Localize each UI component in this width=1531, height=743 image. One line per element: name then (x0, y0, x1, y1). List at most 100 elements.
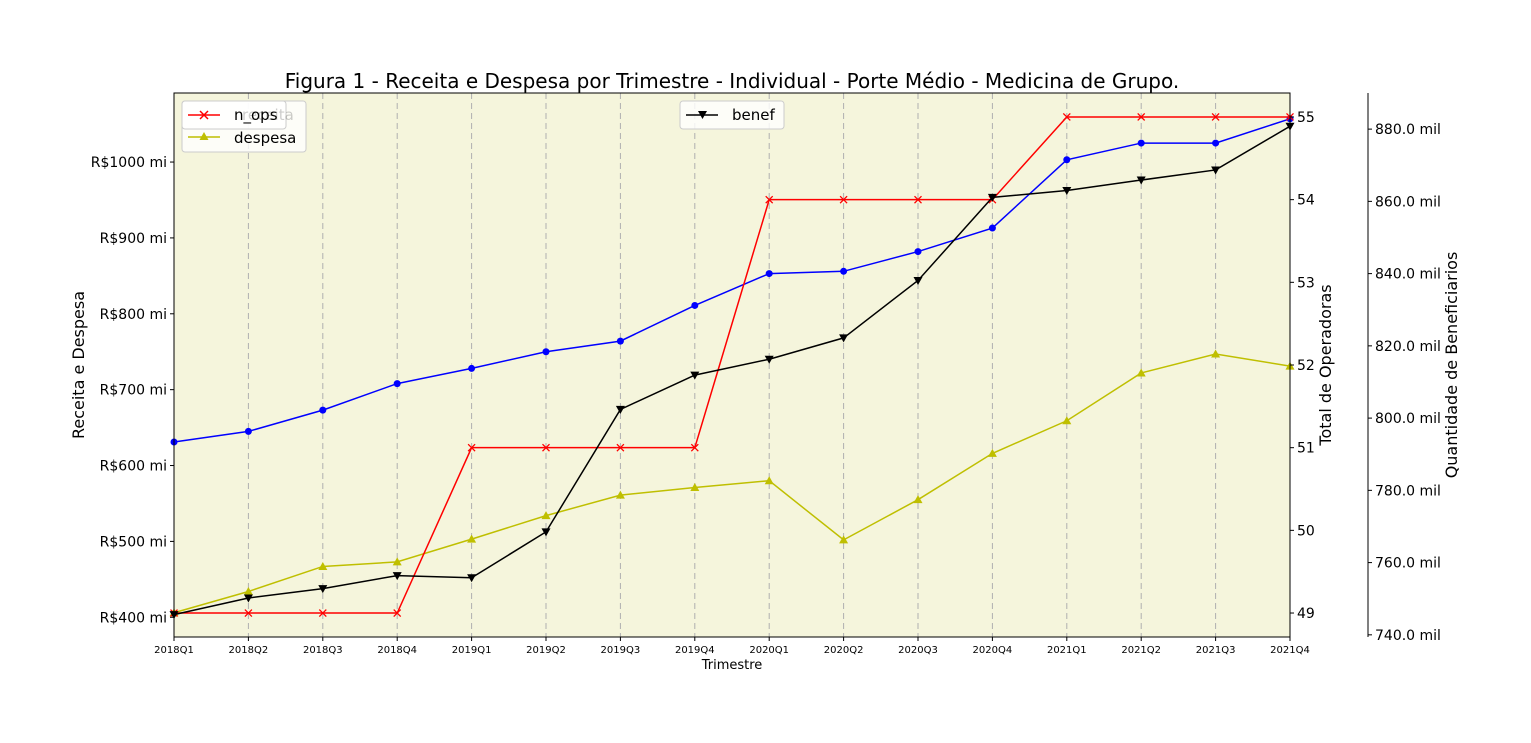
y-tick-label-right1: 52 (1297, 358, 1315, 374)
legend-left-box (181, 100, 287, 130)
y-tick-label-right1: 51 (1297, 441, 1315, 457)
data-point-benef (615, 405, 625, 414)
y-tick-label-right2: 760.0 mil (1375, 556, 1441, 572)
x-tick-label: 2019Q2 (526, 645, 566, 656)
y-tick-label-right2: 880.0 mil (1375, 122, 1441, 138)
data-point-benef (318, 585, 328, 594)
y-tick-label-right1: 50 (1297, 523, 1315, 539)
x-tick-label: 2020Q2 (824, 645, 864, 656)
x-axis-label: Trimestre (701, 658, 763, 673)
x-tick-label: 2021Q3 (1196, 645, 1236, 656)
data-point-n_ops (690, 443, 699, 452)
data-point-n_ops (318, 609, 327, 617)
data-point-despesa (690, 483, 700, 492)
x-tick-label: 2020Q4 (973, 645, 1013, 656)
x-tick-label: 2018Q1 (154, 645, 194, 656)
data-point-receita (393, 380, 401, 388)
legend-right: benef (679, 100, 785, 130)
data-point-n_ops (1137, 113, 1146, 121)
data-point-benef (987, 193, 997, 202)
data-point-receita (691, 301, 699, 309)
data-point-despesa (987, 448, 997, 457)
y-tick-label-left: R$1000 mi (91, 155, 167, 171)
data-point-receita (914, 248, 922, 256)
legend-label-n_ops: n_ops (234, 106, 278, 125)
y-tick-label-right1: 53 (1297, 275, 1315, 291)
data-point-receita (244, 427, 252, 435)
x-tick-label: 2021Q1 (1047, 645, 1087, 656)
data-point-benef (1062, 187, 1072, 196)
data-point-benef (467, 574, 477, 583)
legend-marker-despesa (188, 132, 220, 140)
data-point-receita (988, 224, 996, 232)
data-point-n_ops (1211, 113, 1220, 121)
data-point-n_ops (616, 443, 625, 452)
series-line-benef (173, 125, 1291, 616)
y-tick-label-right2: 780.0 mil (1375, 483, 1441, 499)
data-point-benef (541, 528, 551, 537)
data-point-receita (1212, 139, 1220, 147)
y-tick-label-right2: 860.0 mil (1375, 194, 1441, 210)
y-axis-label-right2: Quantidade de Beneficiarios (1442, 252, 1461, 479)
data-point-n_ops (914, 195, 922, 204)
y-axis-label-left: Receita e Despesa (69, 291, 88, 439)
legend-right-box (679, 100, 785, 130)
chart-title: Figura 1 - Receita e Despesa por Trimest… (285, 69, 1180, 93)
data-point-benef (1136, 176, 1146, 185)
plot-background (174, 93, 1290, 637)
data-point-despesa (764, 476, 774, 485)
series-line-receita (173, 118, 1291, 443)
data-point-benef (392, 572, 402, 581)
y-tick-label-left: R$500 mi (100, 534, 167, 550)
data-point-receita (616, 337, 624, 345)
series-benef (169, 122, 1295, 620)
data-point-receita (1137, 139, 1145, 147)
grid-lines (247, 93, 1217, 637)
y-tick-label-right1: 55 (1297, 110, 1315, 126)
legend-left: receita n_ops despesa (181, 100, 307, 153)
legend-label-benef: benef (732, 106, 775, 124)
x-tick-label: 2020Q3 (898, 645, 938, 656)
x-tick-label: 2021Q4 (1270, 645, 1310, 656)
data-point-n_ops (244, 609, 253, 617)
data-point-despesa (392, 557, 402, 566)
data-point-n_ops (1062, 113, 1071, 121)
data-point-benef (1211, 166, 1221, 175)
legend-label-despesa: despesa (234, 129, 296, 147)
y-tick-label-right1: 49 (1297, 606, 1315, 622)
y-tick-label-left: R$700 mi (100, 383, 167, 399)
x-tick-label: 2020Q1 (749, 645, 789, 656)
data-point-despesa (913, 495, 923, 504)
series-line-n_ops (174, 116, 1290, 614)
data-point-despesa (1062, 416, 1072, 425)
y-tick-label-left: R$600 mi (100, 459, 167, 475)
series-line-despesa (173, 353, 1291, 614)
data-point-receita (542, 348, 550, 356)
data-point-receita (1063, 156, 1071, 164)
data-point-despesa (839, 535, 849, 544)
series-layer (169, 113, 1295, 620)
data-point-benef (690, 371, 700, 380)
y-axis-label-right1: Total de Operadoras (1316, 284, 1335, 446)
data-point-n_ops (839, 195, 848, 204)
data-point-benef (764, 355, 774, 364)
data-point-despesa (1136, 368, 1146, 377)
data-point-n_ops (467, 443, 476, 452)
data-point-despesa (243, 586, 253, 595)
data-point-despesa (615, 490, 625, 499)
data-point-benef (243, 594, 253, 603)
axes-layer: 2018Q1 2018Q2 2018Q3 2018Q4 2019Q1 2019Q2 2019… (91, 93, 1441, 656)
data-point-despesa (541, 511, 551, 520)
data-point-benef (913, 276, 923, 285)
x-tick-label: 2018Q2 (229, 645, 269, 656)
y-tick-label-right2: 740.0 mil (1375, 628, 1441, 644)
y-tick-label-right2: 800.0 mil (1375, 411, 1441, 427)
series-receita (170, 115, 1294, 446)
data-point-n_ops (765, 195, 774, 204)
data-point-n_ops (393, 609, 402, 617)
y-tick-label-right2: 840.0 mil (1375, 267, 1441, 283)
x-tick-label: 2019Q4 (675, 645, 715, 656)
data-point-receita (840, 267, 848, 275)
x-tick-label: 2021Q2 (1121, 645, 1161, 656)
x-tick-label: 2018Q4 (377, 645, 417, 656)
